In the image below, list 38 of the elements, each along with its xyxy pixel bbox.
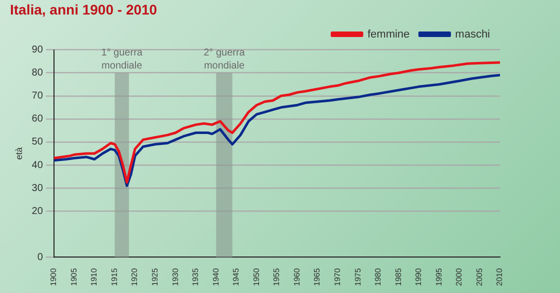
x-tick-label: 1950 <box>252 268 261 286</box>
chart-title: Italia, anni 1900 - 2010 <box>10 1 158 18</box>
legend-label: maschi <box>455 28 490 40</box>
x-tick-label: 1975 <box>353 268 362 286</box>
x-tick-label: 1955 <box>272 268 282 286</box>
legend-label: femmine <box>367 28 410 40</box>
x-tick-label: 2005 <box>474 268 484 286</box>
y-tick-label: 50 <box>32 136 44 148</box>
y-axis-title: età <box>14 147 24 160</box>
x-tick-label: 1990 <box>414 268 424 286</box>
x-tick-label: 1970 <box>332 268 342 286</box>
band-label: 2° guerra mondiale <box>204 48 246 72</box>
y-tick-label: 0 <box>37 252 44 263</box>
band-label: 1° guerra mondiale <box>101 48 143 72</box>
x-tick-label: 1920 <box>130 268 140 286</box>
x-tick-label: 1930 <box>170 268 180 286</box>
y-tick-label: 80 <box>32 68 44 79</box>
y-tick-label: 40 <box>32 160 44 171</box>
x-tick-label: 1985 <box>394 268 403 286</box>
y-tick-label: 70 <box>32 90 44 102</box>
x-tick-label: 1945 <box>232 268 241 286</box>
x-tick-label: 1960 <box>292 268 302 286</box>
y-tick-label: 30 <box>32 182 44 194</box>
x-tick-label: 1995 <box>434 268 444 286</box>
x-tick-label: 1900 <box>49 268 58 286</box>
x-tick-label: 1925 <box>150 268 160 286</box>
y-tick-label: 90 <box>32 44 44 56</box>
x-tick-label: 2000 <box>454 268 464 286</box>
y-tick-label: 20 <box>32 206 44 217</box>
x-tick-label: 1940 <box>211 268 220 286</box>
x-tick-label: 1910 <box>90 268 99 286</box>
x-tick-label: 1965 <box>312 268 322 286</box>
x-tick-label: 1935 <box>191 268 200 286</box>
x-tick-label: 1905 <box>69 268 78 286</box>
x-tick-label: 1980 <box>374 268 383 286</box>
x-tick-label: 2010 <box>495 268 504 286</box>
y-tick-label: 60 <box>32 114 44 125</box>
x-tick-label: 1915 <box>110 268 119 286</box>
